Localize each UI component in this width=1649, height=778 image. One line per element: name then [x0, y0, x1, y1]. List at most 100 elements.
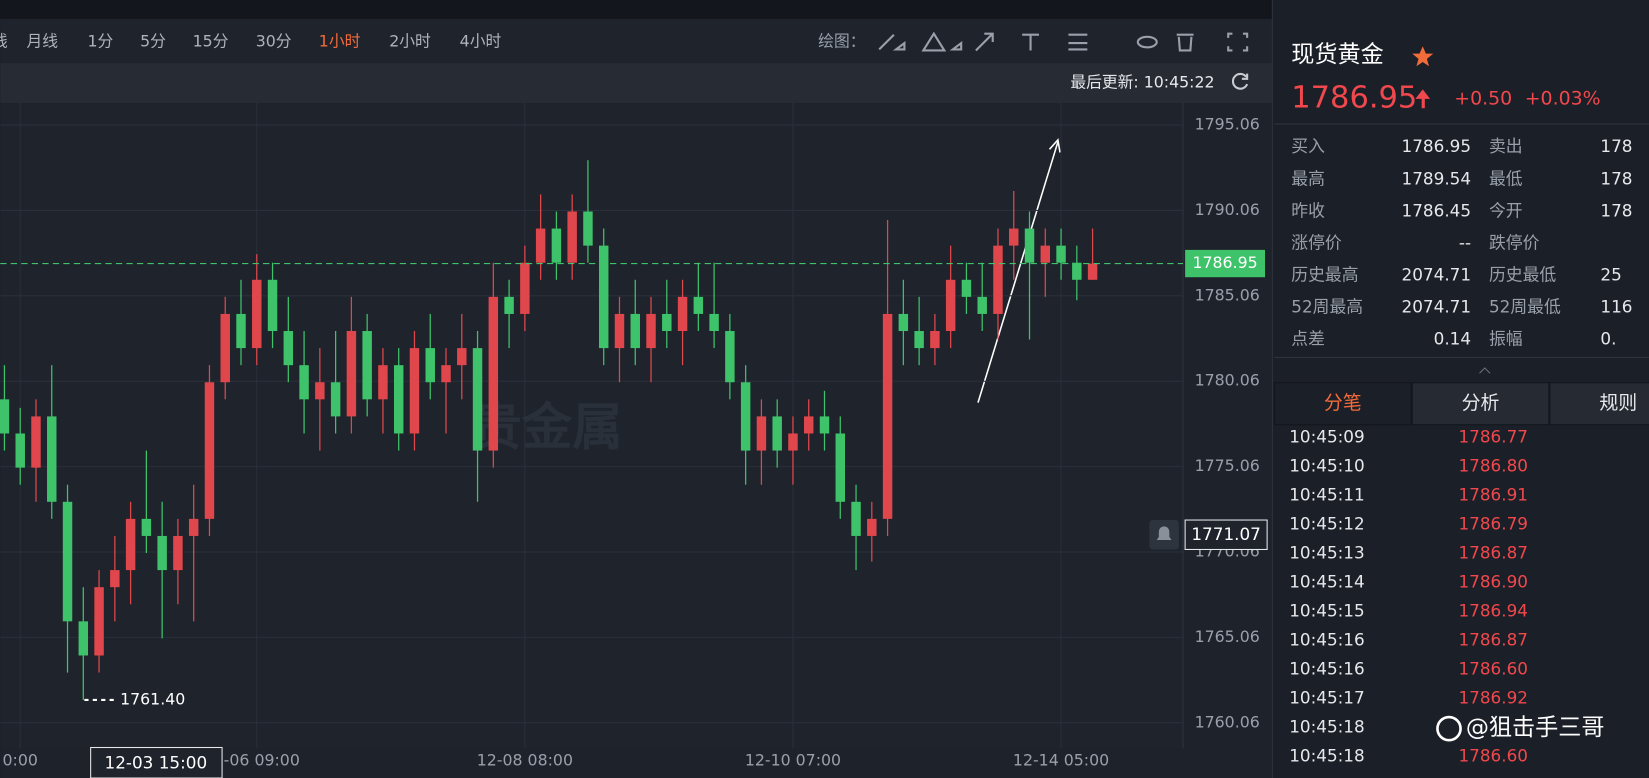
candle-body: [788, 433, 798, 451]
tool-arrow[interactable]: [975, 32, 994, 52]
eye-icon[interactable]: [1136, 35, 1158, 49]
candle-body: [362, 331, 372, 400]
y-tick-label: 1760.06: [1195, 712, 1260, 731]
tick-time: 10:45:11: [1289, 484, 1365, 504]
candle-body: [346, 331, 357, 417]
candle-body: [393, 365, 404, 434]
period-tab[interactable]: 5分: [140, 32, 166, 51]
tool-triangle[interactable]: [921, 31, 963, 52]
tick-time: 10:45:18: [1289, 746, 1365, 766]
candle-body: [851, 501, 861, 536]
refresh-icon[interactable]: [1231, 72, 1249, 90]
candle-body: [15, 433, 25, 468]
stat-value: 1786.45: [1402, 200, 1472, 220]
candle-body: [898, 313, 909, 332]
candle-body: [283, 331, 294, 366]
tick-time: 10:45:12: [1289, 513, 1365, 533]
tab-label[interactable]: 规则: [1599, 392, 1637, 414]
period-tab[interactable]: 4小时: [460, 32, 502, 51]
candle-body: [772, 416, 782, 451]
stat-value: 0.14: [1434, 329, 1471, 349]
tool-text[interactable]: [1022, 33, 1039, 51]
watermark-logo: [1436, 715, 1462, 742]
candle-body: [441, 365, 451, 383]
tick-price: 1786.87: [1458, 629, 1528, 649]
candle-body: [993, 245, 1003, 314]
stat-value: 116: [1600, 297, 1632, 317]
draw-label: 绘图：: [818, 32, 865, 51]
candle-body: [819, 416, 830, 434]
tick-time: 10:45:09: [1289, 426, 1365, 446]
tool-line[interactable]: [878, 33, 906, 51]
up-arrow: [1415, 89, 1431, 109]
candle-body: [803, 416, 814, 434]
tick-price: 1786.79: [1458, 513, 1528, 533]
period-tab[interactable]: 30分: [256, 32, 292, 51]
trash-icon[interactable]: [1176, 33, 1194, 52]
period-tab[interactable]: 1小时: [319, 32, 361, 51]
current-price: 1786.95: [1291, 80, 1417, 115]
tab-label[interactable]: 分析: [1462, 392, 1500, 414]
candle-body: [31, 416, 41, 468]
y-tick-label: 1795.06: [1195, 115, 1260, 134]
period-tab[interactable]: 月线: [27, 32, 59, 51]
candle-body: [930, 331, 940, 349]
tick-time: 10:45:16: [1289, 659, 1365, 679]
candle-body: [662, 313, 672, 332]
tab[interactable]: [1273, 382, 1412, 426]
favorite-star[interactable]: [1412, 46, 1434, 67]
fullscreen-icon[interactable]: [1227, 32, 1249, 52]
candle-body: [125, 518, 136, 571]
tick-time: 10:45:16: [1289, 629, 1365, 649]
stat-label: 点差: [1291, 329, 1325, 349]
tab-label[interactable]: 分笔: [1324, 392, 1362, 414]
candle-body: [110, 570, 120, 588]
tick-time: 10:45:18: [1289, 717, 1365, 737]
stat-label: 最低: [1489, 168, 1523, 188]
candle-body: [520, 262, 530, 314]
candle-body: [157, 535, 167, 571]
tab[interactable]: [1549, 382, 1649, 426]
x-tick-label: 12-10 07:00: [745, 751, 841, 770]
candle-body: [204, 382, 215, 519]
stat-value: 178: [1600, 200, 1632, 220]
stat-label: 买入: [1291, 136, 1325, 156]
tick-price: 1786.92: [1458, 688, 1528, 708]
candle-body: [598, 245, 609, 349]
tick-time: 10:45:15: [1289, 600, 1365, 620]
period-tab[interactable]: 1分: [88, 32, 114, 51]
y-tick-label: 1780.06: [1195, 371, 1260, 390]
candle-body: [457, 348, 467, 366]
stat-value: 178: [1600, 168, 1632, 188]
candle-body: [1024, 228, 1035, 263]
candle-body: [583, 211, 593, 246]
x-tick-label: 12-14 05:00: [1013, 751, 1109, 770]
candle-body: [378, 365, 388, 400]
candle-body: [551, 228, 562, 263]
crosshair-price: 1771.07: [1191, 524, 1261, 544]
candle-body: [330, 382, 341, 417]
period-tab[interactable]: 线: [0, 32, 8, 51]
stat-value: 2074.71: [1402, 297, 1472, 317]
candle-body: [94, 587, 104, 656]
tick-price: 1786.94: [1458, 600, 1528, 620]
candle-body: [709, 313, 719, 332]
tick-time: 10:45:14: [1289, 571, 1365, 591]
tab[interactable]: [1411, 382, 1550, 426]
stat-label: 今开: [1489, 200, 1523, 220]
period-tab[interactable]: 2小时: [389, 32, 431, 51]
x-tick-label: 0:00: [3, 751, 38, 770]
candle-body: [1087, 263, 1098, 280]
candle-body: [299, 365, 309, 400]
period-tab[interactable]: 15分: [193, 32, 229, 51]
tick-time: 10:45:10: [1289, 455, 1365, 475]
tick-price: 1786.90: [1458, 571, 1528, 591]
candle-body: [409, 348, 420, 434]
panel-watermark: @狙击手三哥: [1466, 715, 1605, 741]
collapse-icon[interactable]: [1479, 367, 1491, 374]
stat-value: 1789.54: [1402, 168, 1472, 188]
candle-body: [1009, 228, 1019, 246]
crosshair-time-box: [90, 746, 223, 778]
tool-fib[interactable]: [1068, 33, 1088, 51]
draw-tools: [878, 31, 1249, 52]
